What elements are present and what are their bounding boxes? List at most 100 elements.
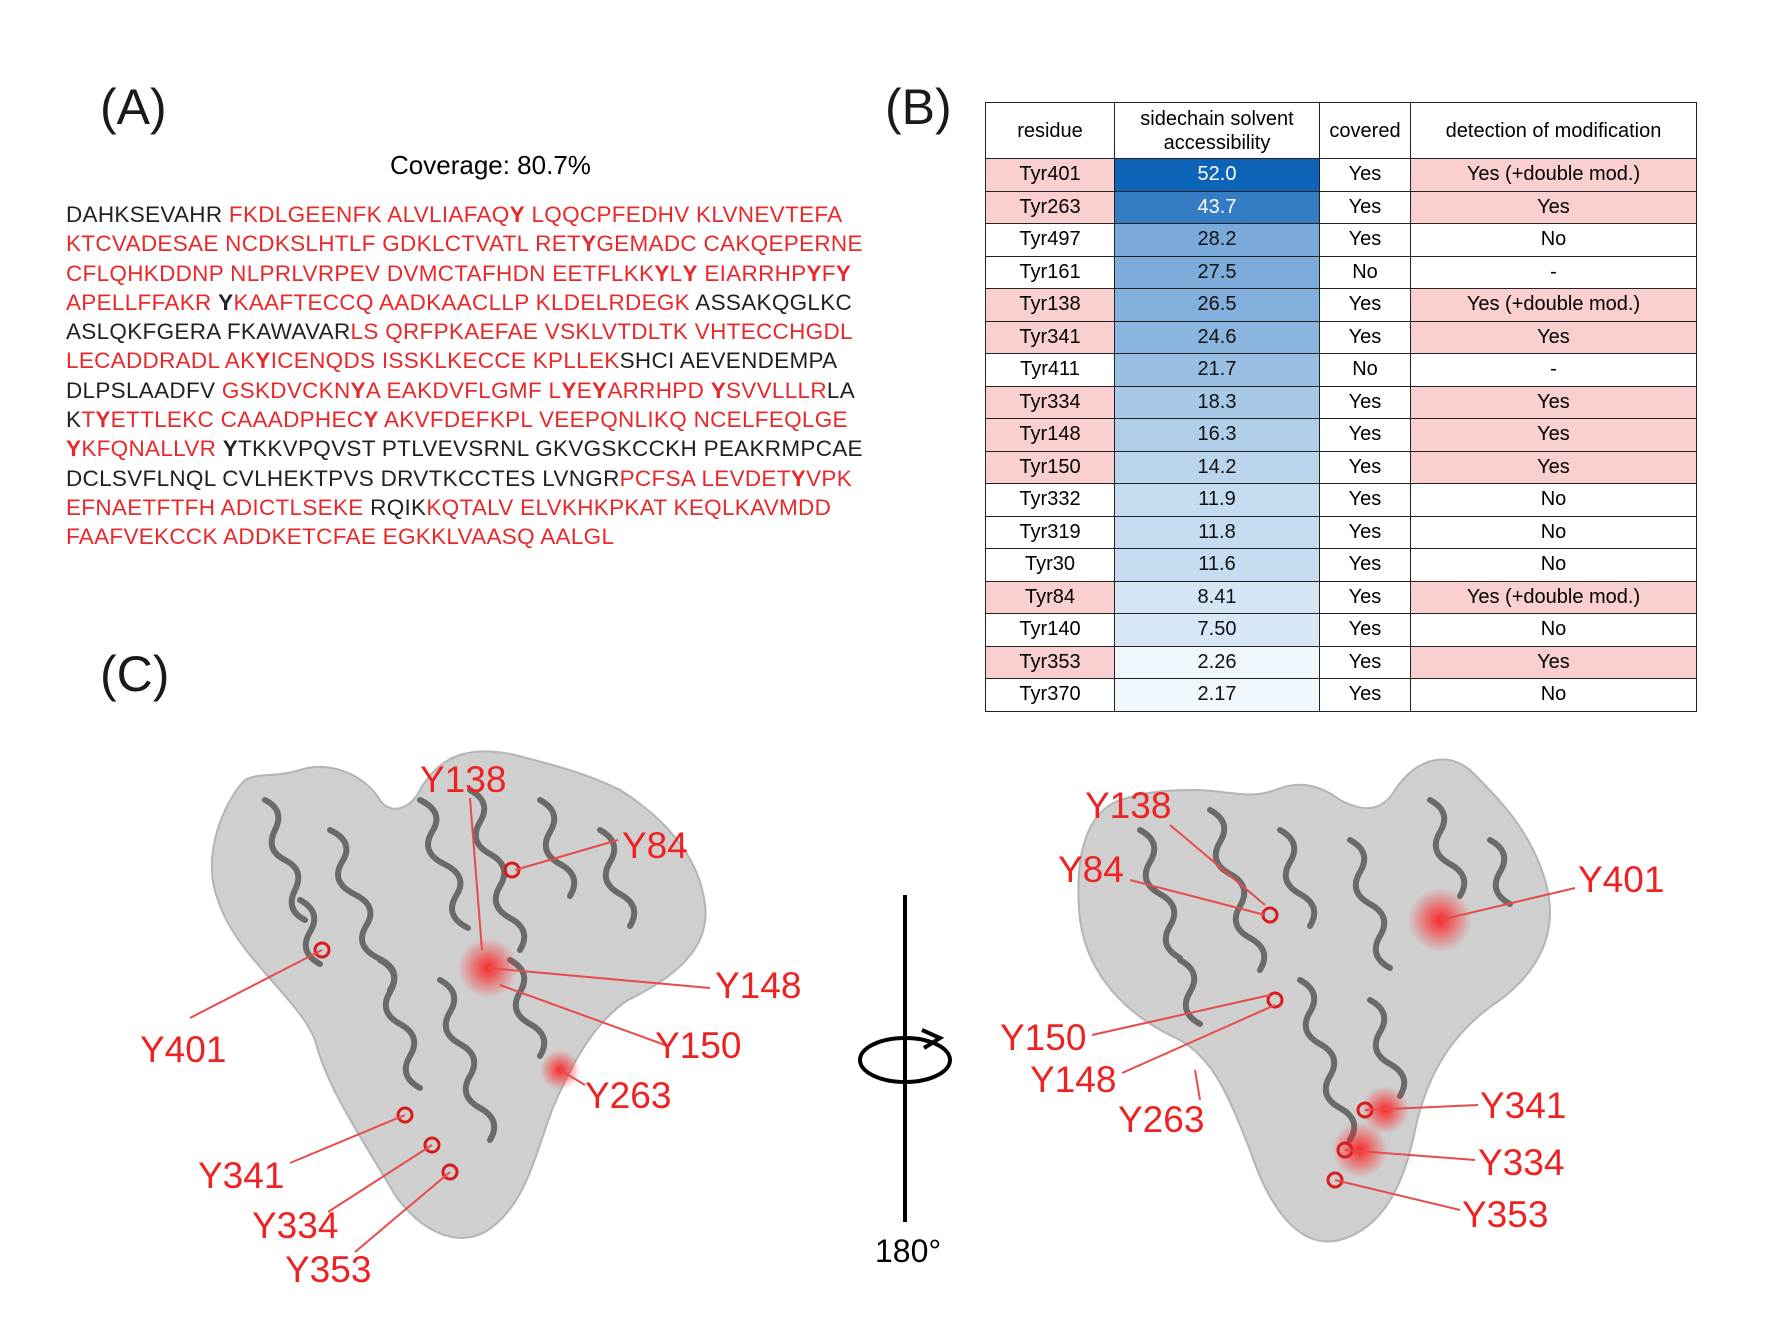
sequence-segment: LA <box>826 377 856 403</box>
covered-cell: Yes <box>1319 483 1411 517</box>
accessibility-cell: 18.3 <box>1114 385 1320 419</box>
tyrosine-residue: Y <box>592 377 608 403</box>
tyrosine-residue: Y <box>806 260 822 286</box>
tyrosine-residue: Y <box>654 260 670 286</box>
tyrosine-residue: Y <box>835 260 852 286</box>
coverage-title: Coverage: 80.7% <box>390 150 591 180</box>
label-y150-left: Y150 <box>655 1025 741 1066</box>
accessibility-cell: 21.7 <box>1114 353 1320 387</box>
sequence-segment: E <box>576 377 592 403</box>
sequence-segment: LECADDRADL AK <box>66 348 256 374</box>
detection-cell: Yes <box>1410 320 1697 354</box>
label-y263-right: Y263 <box>1118 1099 1204 1140</box>
sequence-segment: FAAFVEKCCK ADDKETCFAE EGKKLVAASQ AALGL <box>66 524 615 550</box>
residue-cell: Tyr140 <box>985 613 1115 647</box>
detection-cell: Yes <box>1410 450 1697 484</box>
label-y341-left: Y341 <box>198 1155 284 1196</box>
residue-cell: Tyr332 <box>985 483 1115 517</box>
rotation-indicator <box>858 895 952 1222</box>
table-row: Tyr140 7.50 Yes No <box>985 613 1697 647</box>
sequence-segment: KAAFTECCQ AADKAACLLP KLDELRDEGK <box>233 289 696 315</box>
label-y334-left: Y334 <box>252 1205 338 1246</box>
sequence-segment: DCLSVFLNQL CVLHEKTPVS DRVTKCCTES LVNGR <box>66 465 620 491</box>
detection-cell: - <box>1410 353 1697 387</box>
sequence-segment: A EAKDVFLGMF L <box>365 377 562 403</box>
table-row: Tyr341 24.6 Yes Yes <box>985 320 1697 354</box>
residue-cell: Tyr401 <box>985 158 1115 192</box>
label-y263-left: Y263 <box>585 1075 671 1116</box>
table-row: Tyr401 52.0 Yes Yes (+double mod.) <box>985 158 1697 192</box>
sequence-segment: F <box>821 260 836 286</box>
header-detection: detection of modification <box>1410 102 1697 159</box>
sequence-segment: SHCI AEVENDEMPA <box>619 348 838 374</box>
sequence-segment: ARRHPD <box>607 377 711 403</box>
table-row: Tyr263 43.7 Yes Yes <box>985 190 1697 224</box>
label-y84-left: Y84 <box>622 825 688 866</box>
accessibility-cell: 52.0 <box>1114 158 1320 192</box>
sequence-line: EFNAETFTFH ADICTLSEKE RQIKKQTALV ELVKHKP… <box>66 493 946 522</box>
covered-cell: Yes <box>1319 548 1411 582</box>
residue-cell: Tyr353 <box>985 645 1115 679</box>
panel-label-b: (B) <box>885 79 952 135</box>
sequence-line: DAHKSEVAHR FKDLGEENFK ALVLIAFAQY LQQCPFE… <box>66 200 946 229</box>
residue-cell: Tyr341 <box>985 320 1115 354</box>
detection-cell: Yes (+double mod.) <box>1410 288 1697 322</box>
sequence-segment: KFQNALLVR <box>81 436 223 462</box>
residue-cell: Tyr411 <box>985 353 1115 387</box>
sequence-segment: AKVFDEFKPL VEEPQNLIKQ NCELFEQLGE <box>378 407 848 433</box>
detection-cell: No <box>1410 678 1697 712</box>
detection-cell: No <box>1410 613 1697 647</box>
covered-cell: No <box>1319 255 1411 289</box>
sequence-segment: GSKDVCKN <box>221 377 351 403</box>
sequence-segment: CFLQHKDDNP NLPRLVRPEV DVMCTAFHDN EETFLKK <box>66 260 655 286</box>
detection-cell: Yes <box>1410 190 1697 224</box>
table-row: Tyr148 16.3 Yes Yes <box>985 418 1697 452</box>
label-y138-left: Y138 <box>420 759 506 800</box>
residue-cell: Tyr497 <box>985 223 1115 257</box>
sequence-segment: T <box>81 407 96 433</box>
header-covered: covered <box>1319 102 1411 159</box>
accessibility-cell: 26.5 <box>1114 288 1320 322</box>
table-row: Tyr497 28.2 Yes No <box>985 223 1697 257</box>
structure-figure: 180° Y138 Y84 Y148 Y401 Y150 Y263 Y341 Y… <box>140 750 1664 1290</box>
covered-cell: No <box>1319 353 1411 387</box>
sequence-segment: DLPSLAADFV <box>66 377 222 403</box>
detection-cell: No <box>1410 483 1697 517</box>
accessibility-cell: 11.8 <box>1114 515 1320 549</box>
residue-cell: Tyr150 <box>985 450 1115 484</box>
sequence-line: FAAFVEKCCK ADDKETCFAE EGKKLVAASQ AALGL <box>66 522 946 551</box>
covered-cell: Yes <box>1319 418 1411 452</box>
sequence-line: YKFQNALLVR YTKKVPQVST PTLVEVSRNL GKVGSKC… <box>66 434 946 463</box>
accessibility-cell: 8.41 <box>1114 580 1320 614</box>
structure-right <box>1077 758 1576 1243</box>
detection-cell: Yes <box>1410 645 1697 679</box>
sequence-segment: KQTALV ELVKHKPKAT KEQLKAVMDD <box>426 494 832 520</box>
sequence-segment: APELLFFAKR <box>66 289 219 315</box>
header-residue: residue <box>985 102 1115 159</box>
tyrosine-residue: Y <box>581 231 597 257</box>
label-y341-right: Y341 <box>1480 1085 1566 1126</box>
tyrosine-residue: Y <box>222 436 238 462</box>
tyrosine-residue: Y <box>350 377 366 403</box>
panel-label-a: (A) <box>100 79 167 135</box>
table-row: Tyr411 21.7 No - <box>985 353 1697 387</box>
panel-label-c: (C) <box>100 646 170 702</box>
accessibility-cell: 16.3 <box>1114 418 1320 452</box>
detection-cell: No <box>1410 515 1697 549</box>
detection-cell: - <box>1410 255 1697 289</box>
covered-cell: Yes <box>1319 645 1411 679</box>
sequence-line: LECADDRADL AKYICENQDS ISSKLKECCE KPLLEKS… <box>66 346 946 375</box>
covered-cell: Yes <box>1319 190 1411 224</box>
label-y138-right: Y138 <box>1085 785 1171 826</box>
sequence-segment: RQIK <box>370 494 427 520</box>
residue-cell: Tyr138 <box>985 288 1115 322</box>
label-y401-right: Y401 <box>1578 859 1664 900</box>
covered-cell: Yes <box>1319 450 1411 484</box>
helix-trace-right <box>1137 797 1513 1143</box>
tyrosine-residue: Y <box>710 377 726 403</box>
sequence-line: DLPSLAADFV GSKDVCKNYA EAKDVFLGMF LYEYARR… <box>66 376 946 405</box>
residue-cell: Tyr319 <box>985 515 1115 549</box>
detection-cell: Yes <box>1410 385 1697 419</box>
sequence-segment: LS QRFPKAEFAE VSKLVTDLTK VHTECCHGDL <box>350 319 853 345</box>
accessibility-cell: 24.6 <box>1114 320 1320 354</box>
